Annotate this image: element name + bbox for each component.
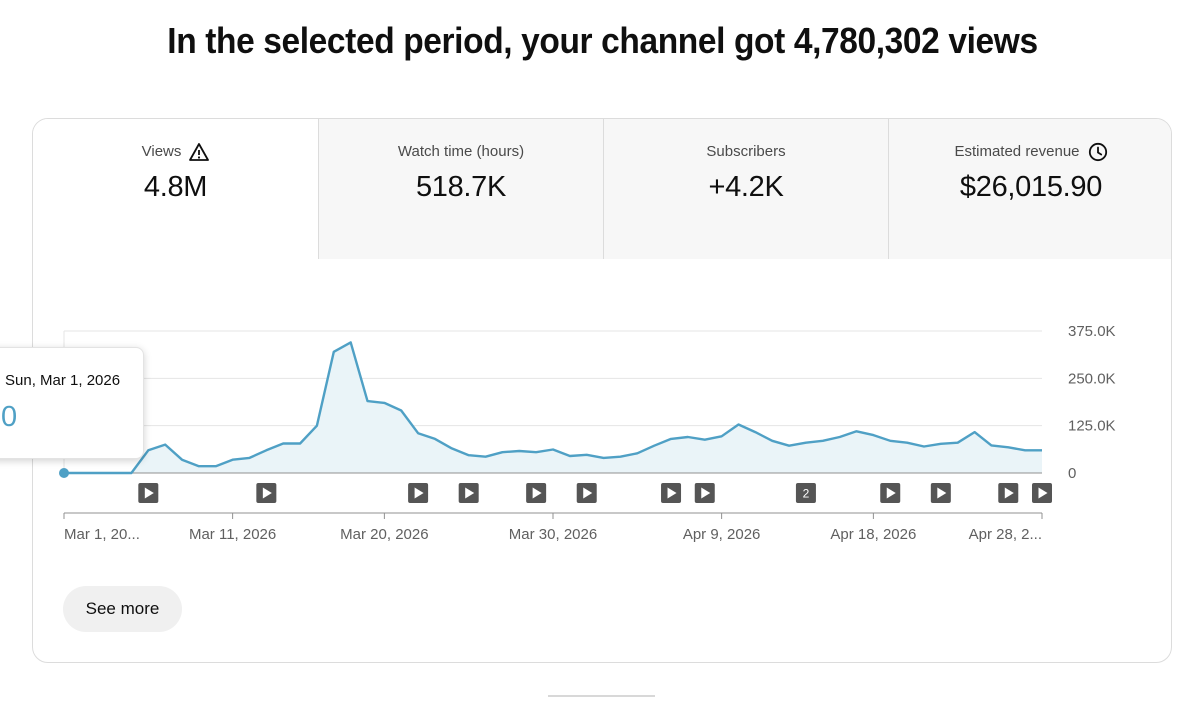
video-marker-count: 2 bbox=[803, 487, 810, 501]
chart-tooltip: Sun, Mar 1, 2026 0 bbox=[0, 347, 144, 459]
play-icon bbox=[414, 487, 424, 499]
video-marker bbox=[576, 483, 597, 503]
tab-views-label: Views bbox=[141, 143, 182, 160]
video-marker bbox=[1032, 483, 1052, 503]
play-icon bbox=[144, 487, 154, 499]
x-tick-label: Apr 18, 2026 bbox=[830, 526, 916, 543]
video-marker bbox=[795, 483, 816, 503]
video-marker bbox=[880, 483, 901, 503]
tab-watch-time-value: 518.7K bbox=[415, 171, 507, 203]
tab-estimated-revenue[interactable]: Estimated revenue $26,015.90 bbox=[888, 119, 1171, 259]
play-icon bbox=[1004, 487, 1014, 499]
tab-views-value: 4.8M bbox=[143, 171, 208, 203]
play-icon bbox=[532, 487, 542, 499]
play-icon bbox=[1038, 487, 1048, 499]
play-icon bbox=[262, 487, 272, 499]
x-tick-label: Apr 9, 2026 bbox=[683, 526, 761, 543]
x-tick-label: Apr 28, 2... bbox=[969, 526, 1042, 543]
y-tick-label: 125.0K bbox=[1068, 418, 1116, 435]
video-marker bbox=[458, 483, 479, 503]
scroll-indicator bbox=[548, 695, 655, 697]
x-tick-label: Mar 20, 2026 bbox=[340, 526, 428, 543]
tab-views[interactable]: Views 4.8M bbox=[33, 119, 318, 259]
tab-subscribers-value: +4.2K bbox=[708, 171, 784, 203]
tab-watch-time-label: Watch time (hours) bbox=[397, 143, 525, 160]
video-marker bbox=[930, 483, 951, 503]
tab-subscribers[interactable]: Subscribers +4.2K bbox=[603, 119, 888, 259]
x-tick-label: Mar 30, 2026 bbox=[509, 526, 597, 543]
tooltip-date: Sun, Mar 1, 2026 bbox=[5, 372, 121, 389]
tab-watch-time[interactable]: Watch time (hours) 518.7K bbox=[318, 119, 603, 259]
warning-icon[interactable] bbox=[189, 142, 210, 162]
analytics-card: Views 4.8M Watch time (hours) 518.7K Sub… bbox=[32, 118, 1172, 663]
tab-revenue-label: Estimated revenue bbox=[954, 143, 1080, 160]
video-marker bbox=[138, 483, 159, 503]
tab-subscribers-label: Subscribers bbox=[706, 143, 786, 160]
play-icon bbox=[886, 487, 896, 499]
metric-tabs: Views 4.8M Watch time (hours) 518.7K Sub… bbox=[33, 119, 1171, 259]
x-tick-label: Mar 11, 2026 bbox=[189, 526, 276, 543]
video-marker bbox=[694, 483, 715, 503]
series-line bbox=[64, 341, 1042, 475]
play-icon bbox=[701, 487, 711, 499]
play-icon bbox=[667, 487, 677, 499]
hover-point bbox=[59, 468, 69, 478]
x-tick-label: Mar 1, 20... bbox=[64, 526, 140, 543]
video-marker bbox=[661, 483, 682, 503]
play-icon bbox=[937, 487, 947, 499]
series-area bbox=[64, 342, 1042, 473]
y-tick-label: 0 bbox=[1068, 465, 1076, 482]
clock-icon[interactable] bbox=[1088, 142, 1108, 162]
tooltip-value: 0 bbox=[1, 401, 18, 433]
see-more-button[interactable]: See more bbox=[63, 586, 182, 632]
play-icon bbox=[583, 487, 593, 499]
y-tick-label: 250.0K bbox=[1068, 370, 1116, 387]
y-tick-label: 375.0K bbox=[1068, 323, 1116, 340]
video-marker bbox=[526, 483, 547, 503]
page-headline: In the selected period, your channel got… bbox=[167, 20, 1038, 61]
video-marker bbox=[998, 483, 1019, 503]
video-marker bbox=[256, 483, 277, 503]
play-icon bbox=[465, 487, 475, 499]
tab-revenue-value: $26,015.90 bbox=[959, 171, 1103, 203]
video-marker bbox=[408, 483, 429, 503]
